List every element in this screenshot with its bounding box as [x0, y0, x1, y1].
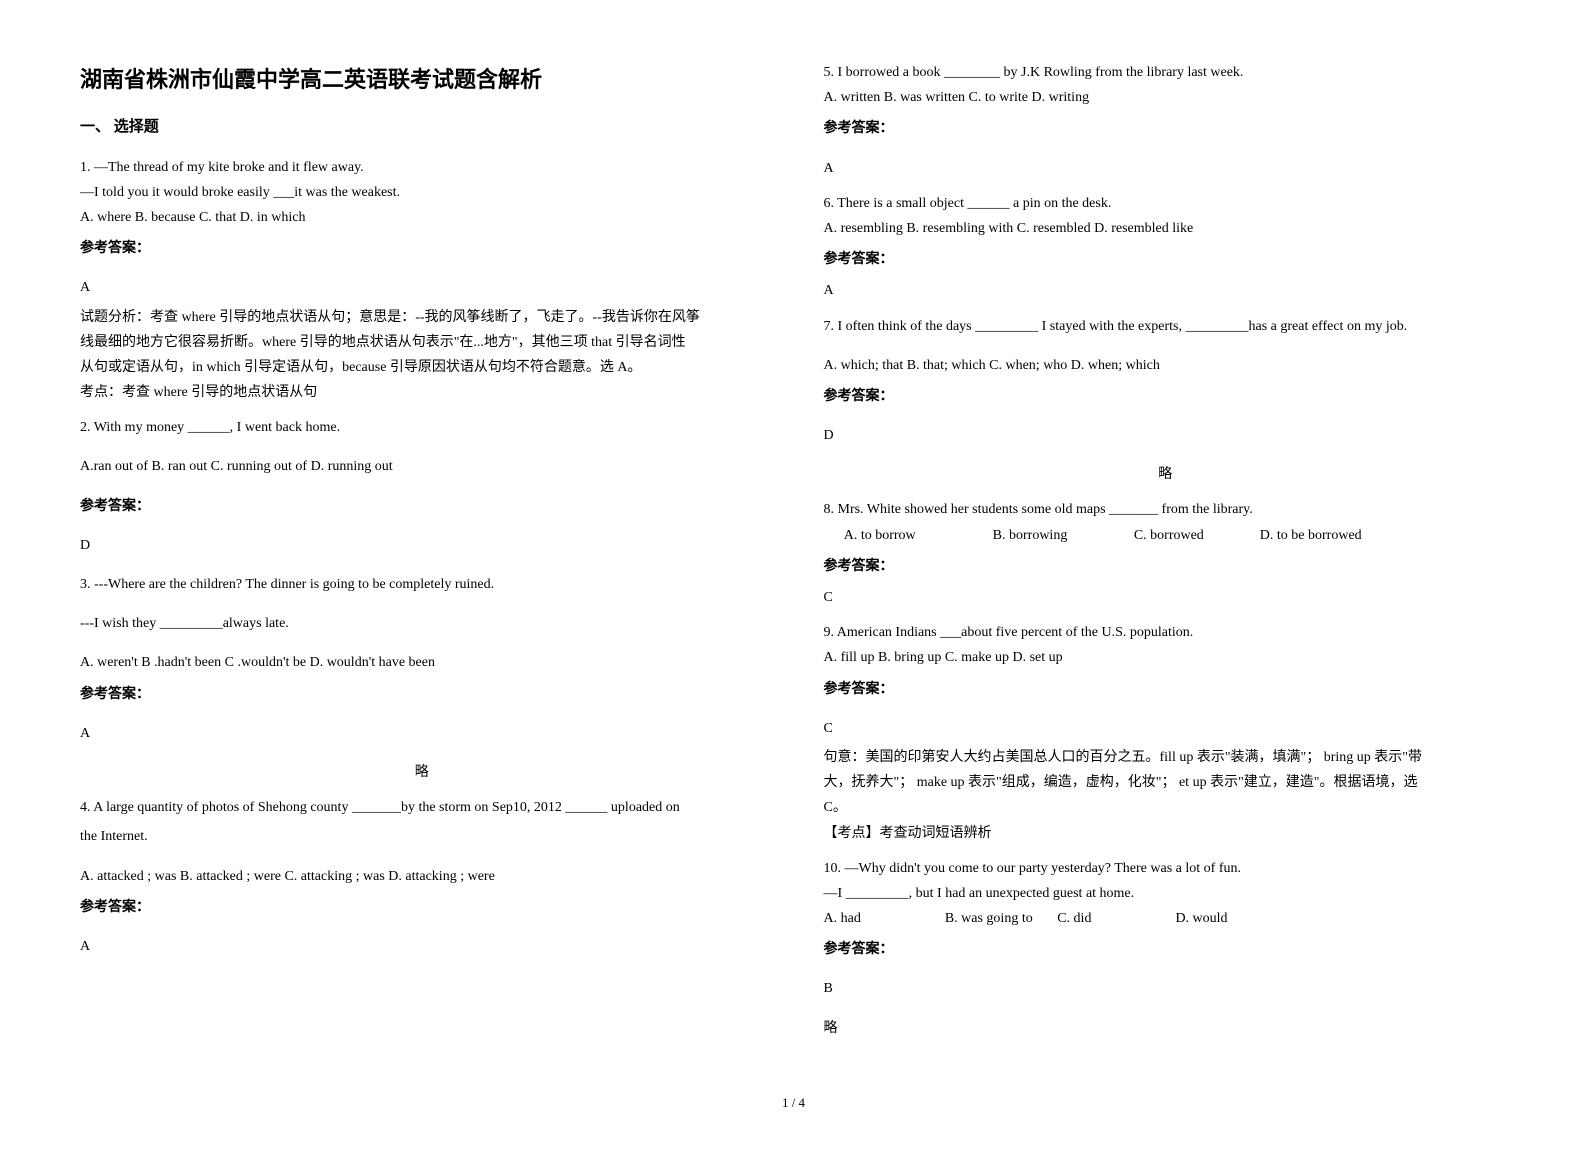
q1-exp1: 试题分析：考查 where 引导的地点状语从句；意思是：--我的风筝线断了，飞走…: [80, 305, 764, 330]
section-heading: 一、 选择题: [80, 114, 764, 141]
page-number: 1 / 4: [80, 1091, 1507, 1114]
q4-answer: A: [80, 934, 764, 959]
answer-label: 参考答案：: [80, 494, 764, 519]
q8: 8. Mrs. White showed her students some o…: [824, 497, 1508, 610]
q10-opts: A. had B. was going to C. did D. would: [824, 906, 1508, 931]
q1-line1: 1. —The thread of my kite broke and it f…: [80, 155, 764, 180]
q1-opts: A. where B. because C. that D. in which: [80, 205, 764, 230]
q5-line1: 5. I borrowed a book ________ by J.K Row…: [824, 60, 1508, 85]
page-container: 湖南省株洲市仙霞中学高二英语联考试题含解析 一、 选择题 1. —The thr…: [80, 60, 1507, 1051]
q4: 4. A large quantity of photos of Shehong…: [80, 795, 764, 959]
q1-exp3: 从句或定语从句，in which 引导定语从句，because 引导原因状语从句…: [80, 355, 764, 380]
q9: 9. American Indians ___about five percen…: [824, 620, 1508, 846]
answer-label: 参考答案：: [824, 677, 1508, 702]
answer-label: 参考答案：: [80, 682, 764, 707]
answer-label: 参考答案：: [824, 247, 1508, 272]
q1-exp2: 线最细的地方它很容易折断。where 引导的地点状语从句表示"在...地方"，其…: [80, 330, 764, 355]
q3-opts: A. weren't B .hadn't been C .wouldn't be…: [80, 650, 764, 675]
q1-exp4: 考点：考查 where 引导的地点状语从句: [80, 380, 764, 405]
q5-answer: A: [824, 156, 1508, 181]
q6-answer: A: [824, 278, 1508, 303]
q8-line1: 8. Mrs. White showed her students some o…: [824, 497, 1508, 522]
answer-label: 参考答案：: [824, 384, 1508, 409]
q6: 6. There is a small object ______ a pin …: [824, 191, 1508, 304]
answer-label: 参考答案：: [80, 236, 764, 261]
q2-opts: A.ran out of B. ran out C. running out o…: [80, 454, 764, 479]
right-column: 5. I borrowed a book ________ by J.K Row…: [824, 60, 1508, 1051]
answer-label: 参考答案：: [824, 116, 1508, 141]
q4-line1: 4. A large quantity of photos of Shehong…: [80, 795, 764, 820]
q1-answer: A: [80, 275, 764, 300]
q5-opts: A. written B. was written C. to write D.…: [824, 85, 1508, 110]
q9-exp4: 【考点】考查动词短语辨析: [824, 821, 1508, 846]
q4-line2: the Internet.: [80, 824, 764, 849]
q6-opts: A. resembling B. resembling with C. rese…: [824, 216, 1508, 241]
q7: 7. I often think of the days _________ I…: [824, 314, 1508, 488]
q8-opts: A. to borrow B. borrowing C. borrowed D.…: [824, 523, 1508, 548]
answer-label: 参考答案：: [80, 895, 764, 920]
q8-answer: C: [824, 585, 1508, 610]
q10-line1: 10. —Why didn't you come to our party ye…: [824, 856, 1508, 881]
left-column: 湖南省株洲市仙霞中学高二英语联考试题含解析 一、 选择题 1. —The thr…: [80, 60, 764, 1051]
q2: 2. With my money ______, I went back hom…: [80, 415, 764, 558]
q9-line1: 9. American Indians ___about five percen…: [824, 620, 1508, 645]
q10-answer: B: [824, 976, 1508, 1001]
q7-opts: A. which; that B. that; which C. when; w…: [824, 353, 1508, 378]
q9-exp3: C。: [824, 795, 1508, 820]
q9-opts: A. fill up B. bring up C. make up D. set…: [824, 645, 1508, 670]
q9-exp1: 句意：美国的印第安人大约占美国总人口的百分之五。fill up 表示"装满，填满…: [824, 745, 1508, 770]
q10-line2: —I _________, but I had an unexpected gu…: [824, 881, 1508, 906]
q4-opts: A. attacked ; was B. attacked ; were C. …: [80, 864, 764, 889]
q7-line1: 7. I often think of the days _________ I…: [824, 314, 1508, 339]
answer-label: 参考答案：: [824, 554, 1508, 579]
q2-answer: D: [80, 533, 764, 558]
q10: 10. —Why didn't you come to our party ye…: [824, 856, 1508, 1041]
q1-line2: —I told you it would broke easily ___it …: [80, 180, 764, 205]
doc-title: 湖南省株洲市仙霞中学高二英语联考试题含解析: [80, 60, 764, 100]
q1: 1. —The thread of my kite broke and it f…: [80, 155, 764, 406]
q2-line1: 2. With my money ______, I went back hom…: [80, 415, 764, 440]
q3-line2: ---I wish they _________always late.: [80, 611, 764, 636]
q5: 5. I borrowed a book ________ by J.K Row…: [824, 60, 1508, 181]
q7-lue: 略: [824, 462, 1508, 487]
q9-answer: C: [824, 716, 1508, 741]
q9-exp2: 大，抚养大"； make up 表示"组成，编造，虚构，化妆"； et up 表…: [824, 770, 1508, 795]
answer-label: 参考答案：: [824, 937, 1508, 962]
q6-line1: 6. There is a small object ______ a pin …: [824, 191, 1508, 216]
q3-line1: 3. ---Where are the children? The dinner…: [80, 572, 764, 597]
q10-lue: 略: [824, 1016, 1508, 1041]
q3: 3. ---Where are the children? The dinner…: [80, 572, 764, 785]
q7-answer: D: [824, 423, 1508, 448]
q3-answer: A: [80, 721, 764, 746]
q3-lue: 略: [80, 760, 764, 785]
